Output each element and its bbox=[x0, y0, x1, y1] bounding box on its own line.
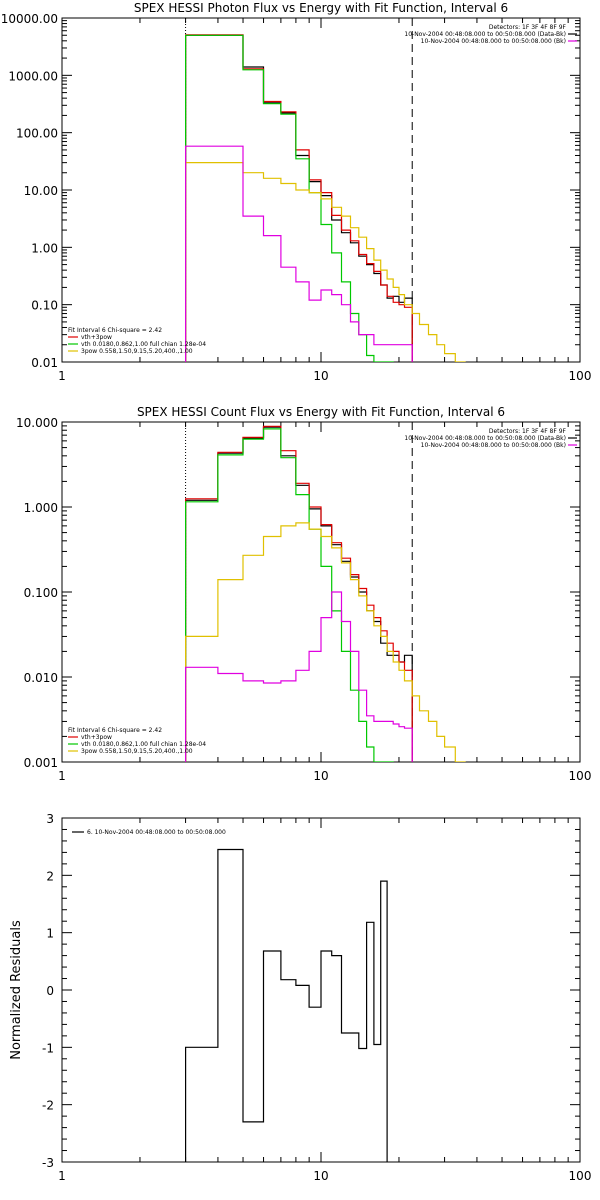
y-tick-label: -1 bbox=[42, 1041, 54, 1055]
panel-2 bbox=[61, 421, 581, 763]
panel-1 bbox=[61, 17, 581, 363]
y-tick-label: 0.10 bbox=[31, 299, 58, 313]
x-tick-label: 1 bbox=[58, 369, 66, 383]
legend-entry: vth 0.0180,0.862,1.00 full chian 1.28e-0… bbox=[81, 741, 206, 748]
legend-entry: 3pow 0.558,1.50,9.15,5.20,400.,1.00 bbox=[81, 348, 193, 355]
x-tick-label: 100 bbox=[569, 1169, 592, 1183]
plot-frame bbox=[61, 421, 581, 763]
y-tick-label: 1 bbox=[46, 927, 54, 941]
y-tick-label: 0.001 bbox=[24, 756, 58, 770]
y-tick-label: 100.00 bbox=[16, 127, 58, 141]
series-3pow bbox=[185, 162, 466, 362]
x-tick-label: 100 bbox=[569, 369, 592, 383]
legend-entry: vth 0.0180,0.862,1.00 full chian 1.28e-0… bbox=[81, 341, 206, 348]
series-vth-3pow bbox=[185, 34, 413, 362]
x-tick-label: 10 bbox=[313, 769, 328, 783]
series-6-10-nov-2004-00-48-08-000-to-00-50-08-000 bbox=[185, 848, 388, 1162]
series-vth-3pow bbox=[185, 425, 413, 762]
series-data-bk bbox=[185, 426, 413, 762]
series-3pow bbox=[185, 522, 466, 762]
panel-3 bbox=[61, 817, 581, 1163]
chart-title: SPEX HESSI Count Flux vs Energy with Fit… bbox=[137, 405, 505, 419]
x-tick-label: 1 bbox=[58, 769, 66, 783]
series-data-bk bbox=[185, 34, 413, 362]
header-text: Detectors: 1F 3F 4F 8F 9F bbox=[489, 428, 567, 435]
series-group bbox=[185, 425, 466, 762]
y-tick-label: 0.100 bbox=[24, 586, 58, 600]
y-tick-label: 10.000 bbox=[16, 416, 58, 430]
y-tick-label: 3 bbox=[46, 812, 54, 826]
legend-entry: vth+3pow bbox=[81, 334, 112, 341]
header-text: 10-Nov-2004 00:48:08.000 to 00:50:08.000… bbox=[421, 442, 566, 449]
y-tick-label: 0 bbox=[46, 984, 54, 998]
y-tick-label: 1000.00 bbox=[8, 69, 58, 83]
y-tick-label: -2 bbox=[42, 1099, 54, 1113]
header-text: 10-Nov-2004 00:48:08.000 to 00:50:08.000… bbox=[404, 435, 566, 442]
series-group bbox=[185, 34, 466, 362]
y-tick-label: 10000.00 bbox=[1, 12, 58, 26]
header-text: Detectors: 1F 3F 4F 8F 9F bbox=[489, 24, 567, 31]
header-text: 10-Nov-2004 00:48:08.000 to 00:50:08.000… bbox=[421, 38, 566, 45]
y-tick-label: 1.00 bbox=[31, 241, 58, 255]
y-tick-label: 0.010 bbox=[24, 671, 58, 685]
x-tick-label: 100 bbox=[569, 769, 592, 783]
series-bk bbox=[185, 145, 413, 362]
series-vth bbox=[185, 428, 394, 762]
y-tick-label: 2 bbox=[46, 869, 54, 883]
y-tick-label: 10.00 bbox=[24, 184, 58, 198]
y-tick-label: 0.01 bbox=[31, 356, 58, 370]
y-tick-label: -3 bbox=[42, 1156, 54, 1170]
legend-entry: vth+3pow bbox=[81, 734, 112, 741]
series-vth bbox=[185, 34, 394, 362]
series-group bbox=[185, 848, 388, 1162]
x-tick-label: 10 bbox=[313, 369, 328, 383]
x-tick-label: 10 bbox=[313, 1169, 328, 1183]
legend-header: Fit Interval 6 Chi-square = 2.42 bbox=[68, 727, 162, 734]
header-text: 10-Nov-2004 00:48:08.000 to 00:50:08.000… bbox=[404, 31, 566, 38]
legend-entry: 6. 10-Nov-2004 00:48:08.000 to 00:50:08.… bbox=[87, 829, 226, 836]
chart-title: SPEX HESSI Photon Flux vs Energy with Fi… bbox=[134, 1, 508, 15]
y-tick-label: 1.000 bbox=[24, 501, 58, 515]
legend-entry: 3pow 0.558,1.50,9.15,5.20,400.,1.00 bbox=[81, 748, 193, 755]
y-axis-label: Normalized Residuals bbox=[9, 920, 24, 1060]
legend-header: Fit Interval 6 Chi-square = 2.42 bbox=[68, 327, 162, 334]
x-tick-label: 1 bbox=[58, 1169, 66, 1183]
series-bk bbox=[185, 591, 413, 762]
